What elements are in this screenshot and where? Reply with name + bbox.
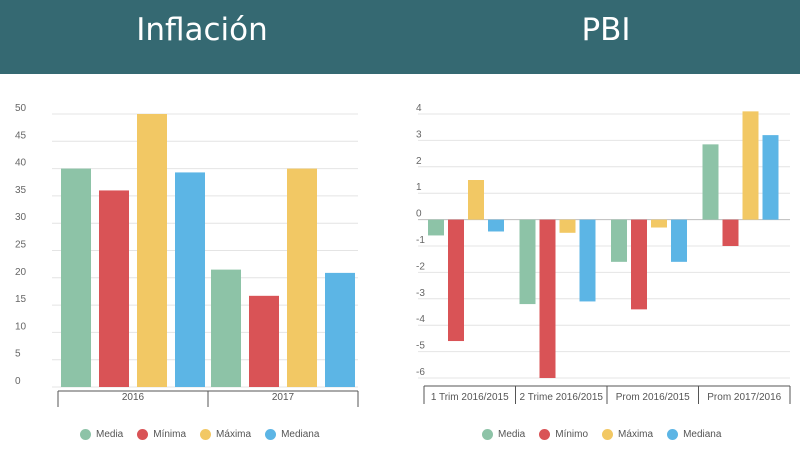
y-tick-label: 40 xyxy=(15,158,27,169)
legend-swatch xyxy=(80,428,91,440)
y-tick-label: 30 xyxy=(15,212,27,223)
legend-swatch xyxy=(265,428,277,440)
legend-swatch xyxy=(602,428,614,440)
bar-mediana-1 xyxy=(488,219,504,232)
inflation-title: Inflación xyxy=(136,12,268,48)
bar-media-4 xyxy=(702,144,719,220)
inflation-legend: Media Mínima Máxima Mediana xyxy=(80,424,319,444)
y-tick-label: 10 xyxy=(15,321,27,332)
legend-label: Media xyxy=(96,428,124,440)
gdp-legend: Media Mínimo Máxima Mediana xyxy=(482,424,721,444)
bar-mínimo-4 xyxy=(722,219,739,246)
gdp-chart: 4 3 2 1 0 -1 -2 -3 -4 -5 -6 1 Trim 2016/2015 2 Trime… xyxy=(400,74,800,450)
y-tick-label: 1 xyxy=(416,182,422,193)
x-category-label: Prom 2017/2016 xyxy=(707,392,781,403)
bar-media-2 xyxy=(211,269,241,387)
y-tick-label: -5 xyxy=(416,341,425,352)
legend-label: Mediana xyxy=(281,428,320,440)
y-tick-label: -2 xyxy=(416,261,425,272)
bar-mínimo-1 xyxy=(448,219,464,342)
bar-mínimo-2 xyxy=(539,219,556,378)
y-tick-label: 50 xyxy=(15,103,27,114)
legend-item-media: Media xyxy=(482,428,526,440)
y-tick-label: -1 xyxy=(416,235,425,246)
legend-item-mediana: Mediana xyxy=(667,428,722,440)
bar-máxima-2 xyxy=(559,219,576,233)
bar-media-2 xyxy=(519,219,536,305)
legend-swatch xyxy=(667,428,679,440)
legend-item-mediana: Mediana xyxy=(265,428,320,440)
legend-label: Mínimo xyxy=(555,428,589,440)
y-tick-label: 25 xyxy=(15,240,27,251)
x-category-label: 1 Trim 2016/2015 xyxy=(431,392,509,403)
bar-mínimo-3 xyxy=(631,219,647,310)
bar-mediana-2 xyxy=(579,219,596,302)
x-category-label: 2 Trime 2016/2015 xyxy=(520,392,604,403)
bar-máxima-1 xyxy=(468,180,484,220)
y-tick-label: 35 xyxy=(15,185,27,196)
y-tick-label: 2 xyxy=(416,156,422,167)
x-category-label: Prom 2016/2015 xyxy=(616,392,690,403)
bar-mediana-4 xyxy=(762,135,779,220)
y-tick-label: 4 xyxy=(416,103,422,114)
y-tick-label: 0 xyxy=(416,209,422,220)
legend-label: Mínima xyxy=(153,428,187,440)
y-tick-label: 0 xyxy=(15,376,21,387)
y-tick-label: 20 xyxy=(15,267,27,278)
bar-media-1 xyxy=(428,219,444,236)
y-tick-label: -4 xyxy=(416,314,425,325)
legend-label: Mediana xyxy=(683,428,722,440)
x-category-label: 2016 xyxy=(122,392,145,403)
gdp-title: PBI xyxy=(581,12,631,48)
legend-item-máxima: Máxima xyxy=(200,428,252,440)
x-category-label: 2017 xyxy=(272,392,295,403)
y-tick-label: 3 xyxy=(416,129,422,140)
legend-swatch xyxy=(539,428,551,440)
legend-item-mínimo: Mínimo xyxy=(539,428,589,440)
inflation-chart: 0 5 10 15 20 25 30 35 40 45 50 2016 2017 Media Mínima… xyxy=(0,74,400,450)
y-tick-label: 45 xyxy=(15,130,27,141)
header-banner: Inflación PBI xyxy=(0,0,800,74)
bar-máxima-1 xyxy=(137,114,167,387)
legend-item-mínima: Mínima xyxy=(137,428,187,440)
bar-mínima-2 xyxy=(249,295,279,387)
legend-item-máxima: Máxima xyxy=(602,428,654,440)
y-tick-label: -6 xyxy=(416,367,425,378)
bar-máxima-3 xyxy=(651,219,667,228)
legend-label: Máxima xyxy=(216,428,252,440)
bar-media-1 xyxy=(61,168,91,387)
y-tick-label: 5 xyxy=(15,349,21,360)
legend-swatch xyxy=(482,428,493,440)
legend-label: Media xyxy=(498,428,526,440)
gdp-chart-svg: 4 3 2 1 0 -1 -2 -3 -4 -5 -6 1 Trim 2016/2015 2 Trime… xyxy=(416,103,791,404)
y-tick-label: -3 xyxy=(416,288,425,299)
legend-item-media: Media xyxy=(80,428,124,440)
bar-mediana-1 xyxy=(175,172,205,387)
legend-label: Máxima xyxy=(618,428,654,440)
bar-mediana-3 xyxy=(671,219,687,262)
bar-máxima-2 xyxy=(287,168,317,387)
legend-swatch xyxy=(200,428,212,440)
legend-swatch xyxy=(137,428,149,440)
bar-mínima-1 xyxy=(99,190,129,387)
inflation-chart-svg: 0 5 10 15 20 25 30 35 40 45 50 2016 2017 xyxy=(15,103,359,407)
bar-media-3 xyxy=(611,219,627,262)
y-tick-label: 15 xyxy=(15,294,27,305)
bar-máxima-4 xyxy=(742,111,759,220)
bar-mediana-2 xyxy=(325,272,355,387)
